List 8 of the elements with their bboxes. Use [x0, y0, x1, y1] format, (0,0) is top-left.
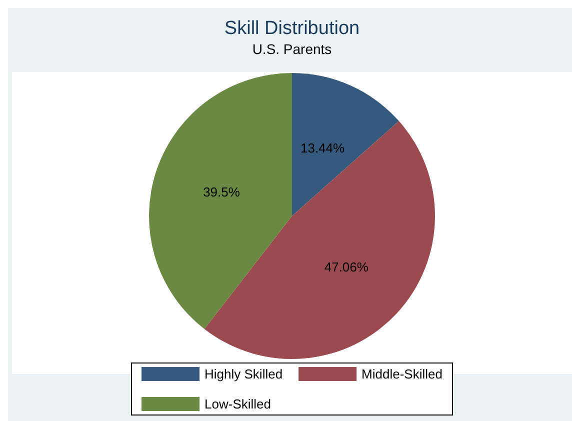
- legend-label: Highly Skilled: [204, 366, 283, 382]
- legend-label: Middle-Skilled: [362, 366, 442, 382]
- data-label: 13.44%: [300, 140, 346, 156]
- chart-subtitle: U.S. Parents: [252, 41, 332, 57]
- legend-label: Low-Skilled: [204, 396, 272, 412]
- chart-title: Skill Distribution: [224, 18, 360, 39]
- data-label: 47.06%: [324, 259, 369, 274]
- data-label: 39.5%: [203, 184, 240, 200]
